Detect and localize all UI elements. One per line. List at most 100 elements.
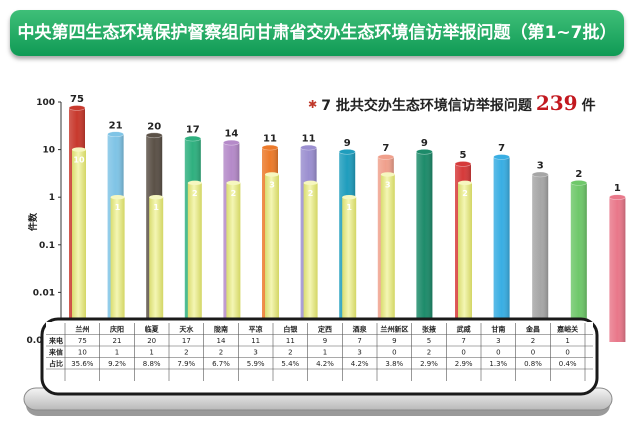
bar-letters-cap	[342, 195, 357, 200]
table-cell-calls: 5	[427, 337, 431, 345]
table-cell-share: 0.4%	[559, 360, 577, 368]
bar-letters-cap	[265, 172, 279, 177]
bar-calls-shade	[416, 151, 433, 342]
bar-letters	[72, 149, 86, 342]
table-cell-letters: 3	[357, 349, 361, 357]
bar-letters	[265, 174, 279, 342]
page-title: 中央第四生态环境保护督察组向甘肃省交办生态环境信访举报问题（第1~7批）	[17, 23, 617, 43]
table-cell-calls: 75	[78, 337, 87, 345]
bar-calls-shade	[532, 174, 549, 342]
bar-letters-cap	[380, 172, 395, 177]
table-cell-share: 5.4%	[281, 360, 299, 368]
table-cell-share: 6.7%	[212, 360, 230, 368]
table-cell-calls: 11	[251, 337, 260, 345]
y-tick-label: 1	[49, 193, 55, 203]
category-label: 临夏	[145, 325, 160, 334]
bar-letters	[110, 197, 125, 342]
category-label: 兰州新区	[380, 325, 408, 334]
table-cell-letters: 0	[392, 349, 396, 357]
category-label: 定西	[318, 325, 332, 334]
bar-calls-label: 21	[109, 120, 123, 131]
bar-letters-label: 2	[462, 189, 468, 198]
table-cell-letters: 0	[565, 349, 569, 357]
category-label: 甘南	[491, 325, 505, 334]
table-frame	[40, 317, 599, 396]
y-tick-label: 100	[36, 98, 55, 108]
bar-letters-cap	[226, 180, 241, 186]
table-cell-calls: 9	[392, 337, 396, 345]
bar-calls-cap	[107, 131, 124, 138]
table-cell-letters: 0	[531, 349, 535, 357]
bar-calls-cap	[300, 144, 317, 151]
table-cell-calls: 11	[286, 337, 295, 345]
table-cell-share: 35.6%	[71, 360, 94, 368]
table-cell-calls: 3	[496, 337, 500, 345]
summary-suffix: 件	[581, 98, 596, 114]
title-banner: 中央第四生态环境保护督察组向甘肃省交办生态环境信访举报问题（第1~7批）	[10, 10, 624, 56]
bar-calls-cap	[416, 148, 433, 155]
bar-letters-cap	[187, 180, 202, 186]
table-cell-calls: 14	[217, 337, 226, 345]
bar-calls-cap	[531, 171, 549, 178]
bar-letters-label: 2	[308, 189, 314, 198]
bar-calls-label: 11	[302, 134, 316, 145]
category-label: 陇南	[214, 325, 228, 334]
bar-letters-label: 3	[385, 180, 391, 189]
bar-letters-label: 2	[192, 189, 198, 198]
table-header-bg	[46, 322, 593, 334]
summary-total: 239	[535, 91, 578, 115]
table-cell-share: 3.8%	[385, 360, 403, 368]
bar-calls-shade	[609, 197, 626, 342]
table-cell-letters: 0	[461, 349, 465, 357]
bar-calls-label: 7	[498, 143, 505, 154]
bar-calls-shade	[493, 156, 510, 342]
table-cell-share: 1.3%	[489, 360, 507, 368]
bar-calls-cap	[493, 154, 510, 160]
bar-calls-shade	[570, 182, 587, 342]
bar-calls-label: 75	[70, 94, 84, 105]
bar-calls-label: 7	[382, 143, 389, 154]
table-cell-calls: 20	[147, 337, 156, 345]
category-label: 天水	[179, 325, 194, 334]
bar-letters-cap	[303, 180, 318, 186]
bar-letters-cap	[458, 180, 472, 186]
y-tick-label: 0.1	[39, 241, 55, 251]
bar-calls-label: 1	[614, 183, 621, 194]
table-cell-letters: 1	[115, 349, 119, 357]
bar-letters-label: 2	[231, 189, 237, 198]
bar-calls-cap	[338, 148, 356, 155]
bar-letters-cap	[72, 147, 86, 152]
table-cell-share: 7.9%	[177, 360, 195, 368]
table-cell-letters: 2	[288, 349, 292, 357]
table-cell-calls: 21	[113, 337, 122, 345]
bar-letters	[226, 182, 241, 342]
table-cell-share: 2.9%	[420, 360, 438, 368]
bar-calls-label: 20	[147, 121, 161, 132]
table-cell-letters: 1	[149, 349, 153, 357]
table-cell-share: 0.8%	[524, 360, 542, 368]
bar-calls-label: 3	[537, 160, 544, 171]
bar-letters	[458, 182, 472, 342]
bar-letters	[187, 182, 202, 342]
table-cell-letters: 2	[219, 349, 223, 357]
category-label: 庆阳	[109, 325, 124, 334]
bar-calls-cap	[68, 105, 86, 111]
category-label: 白银	[283, 325, 298, 334]
category-label: 酒泉	[353, 325, 368, 334]
bar-letters-cap	[110, 195, 125, 200]
bar-calls-label: 14	[224, 129, 238, 140]
bar-calls-cap	[609, 194, 626, 200]
table-cell-calls: 17	[182, 337, 191, 345]
y-axis-label: 件数	[27, 212, 39, 231]
category-label: 平凉	[249, 325, 263, 334]
category-label: 张掖	[422, 325, 437, 334]
bar-calls-label: 5	[460, 150, 467, 161]
bar-letters-label: 1	[153, 203, 159, 212]
table-cell-share: 2.9%	[455, 360, 473, 368]
bar-calls-label: 17	[186, 125, 200, 136]
category-label: 兰州	[75, 325, 89, 334]
table-cell-calls: 9	[323, 337, 327, 345]
